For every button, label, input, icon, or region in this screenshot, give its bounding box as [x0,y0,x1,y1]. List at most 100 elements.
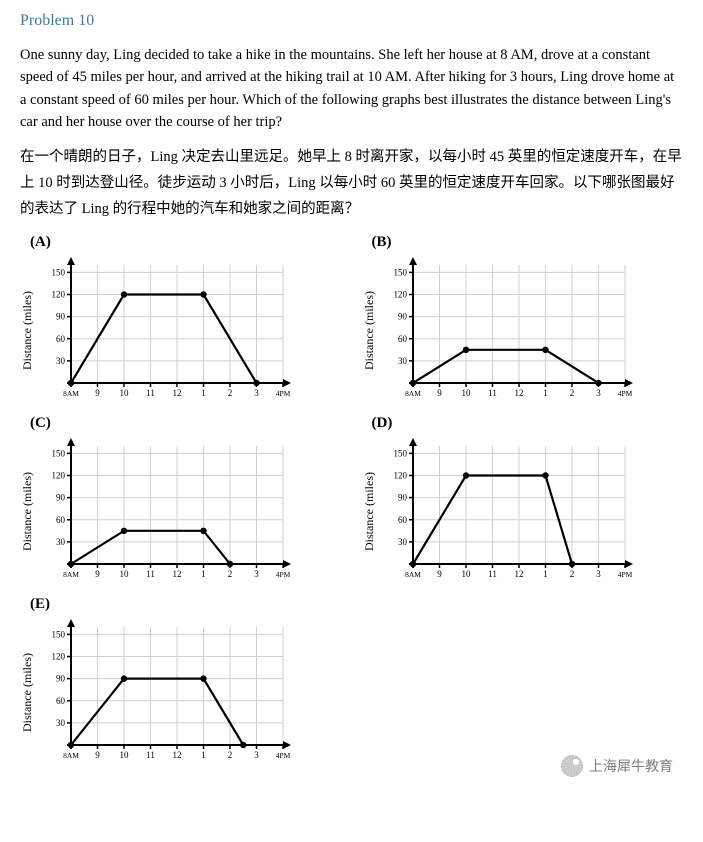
ytick-label: 30 [398,356,408,366]
ytick-label: 120 [52,471,66,481]
xtick-label: 11 [488,388,497,398]
ytick-label: 60 [56,515,66,525]
xtick-label: 12 [173,388,182,398]
xtick-label: 4PM [617,389,632,398]
xtick-label: 10 [120,750,130,760]
xtick-label: 10 [461,388,471,398]
xtick-label: 1 [201,388,206,398]
ytick-label: 150 [52,630,66,640]
xtick-label: 9 [437,388,442,398]
xtick-label: 8AM [405,389,421,398]
ytick-label: 60 [398,334,408,344]
chart: 3060901201508AM91011121234PM [37,255,297,405]
xtick-label: 2 [228,388,233,398]
ytick-label: 150 [393,268,407,278]
chart-svg: 3060901201508AM91011121234PM [37,617,297,767]
xtick-label: 9 [95,388,100,398]
xtick-label: 11 [146,388,155,398]
problem-text-cn: 在一个晴朗的日子，Ling 决定去山里远足。她早上 8 时离开家，以每小时 45… [20,144,683,222]
xtick-label: 3 [254,569,259,579]
xtick-label: 12 [173,569,182,579]
ytick-label: 150 [52,449,66,459]
ytick-label: 90 [398,312,408,322]
chart-wrap: Distance (miles)3060901201508AM910111212… [20,436,342,586]
y-axis-label: Distance (miles) [362,291,377,370]
chart-svg: 3060901201508AM91011121234PM [37,255,297,405]
ytick-label: 90 [56,674,66,684]
watermark-text: 上海犀牛教育 [589,756,673,776]
chart: 3060901201508AM91011121234PM [379,436,639,586]
xtick-label: 11 [146,750,155,760]
choice-label: (C) [30,415,342,432]
xtick-label: 4PM [276,751,291,760]
choice-c: (C) Distance (miles) 30 60 90 120 150 8AM 9 10 11 1… [20,415,342,586]
ytick-label: 150 [393,449,407,459]
watermark: 上海犀牛教育 [561,755,673,777]
ytick-label: 30 [56,537,66,547]
xtick-label: 10 [461,569,471,579]
xtick-label: 12 [173,750,182,760]
ytick-label: 30 [56,718,66,728]
xtick-label: 4PM [276,389,291,398]
xtick-label: 11 [488,569,497,579]
choice-label: (D) [372,415,684,432]
ytick-label: 60 [56,334,66,344]
xtick-label: 2 [569,569,574,579]
xtick-label: 2 [228,750,233,760]
choice-b: (B) Distance (miles) 30 60 90 120 150 8AM 9 10 11 1… [362,234,684,405]
y-axis-label: Distance (miles) [20,291,35,370]
xtick-label: 2 [228,569,233,579]
xtick-label: 3 [596,388,601,398]
ytick-label: 90 [56,312,66,322]
xtick-label: 8AM [63,389,79,398]
ytick-label: 90 [398,493,408,503]
xtick-label: 12 [514,388,523,398]
xtick-label: 10 [120,388,130,398]
chart: 3060901201508AM91011121234PM [379,255,639,405]
wechat-icon [561,755,583,777]
xtick-label: 9 [437,569,442,579]
choice-e: (E)Distance (miles)3060901201508AM910111… [20,596,342,767]
xtick-label: 9 [95,569,100,579]
chart-svg: 3060901201508AM91011121234PM [37,436,297,586]
y-axis-label: Distance (miles) [20,472,35,551]
ytick-label: 90 [56,493,66,503]
xtick-label: 3 [254,388,259,398]
xtick-label: 1 [201,750,206,760]
xtick-label: 12 [514,569,523,579]
y-axis-label: Distance (miles) [20,653,35,732]
xtick-label: 4PM [617,570,632,579]
chart-svg: 3060901201508AM91011121234PM [379,436,639,586]
choices-grid: (A)Distance (miles)3060901201508AM910111… [20,234,683,767]
chart-wrap: Distance (miles)3060901201508AM910111212… [362,436,684,586]
choice-label: (A) [30,234,342,251]
xtick-label: 4PM [276,570,291,579]
ytick-label: 120 [393,290,407,300]
xtick-label: 10 [120,569,130,579]
chart-svg: 3060901201508AM91011121234PM [379,255,639,405]
choice-label: (B) [372,234,684,251]
problem-title: Problem 10 [20,12,683,30]
xtick-label: 9 [95,750,100,760]
xtick-label: 8AM [405,570,421,579]
choice-d: (D)Distance (miles)3060901201508AM910111… [362,415,684,586]
xtick-label: 11 [146,569,155,579]
choice-label: (E) [30,596,342,613]
xtick-label: 2 [569,388,574,398]
y-axis-label: Distance (miles) [362,472,377,551]
xtick-label: 3 [596,569,601,579]
xtick-label: 3 [254,750,259,760]
xtick-label: 8AM [63,570,79,579]
ytick-label: 30 [398,537,408,547]
chart-wrap: Distance (miles)3060901201508AM910111212… [20,617,342,767]
problem-text-en: One sunny day, Ling decided to take a hi… [20,44,683,134]
chart: 3060901201508AM91011121234PM [37,436,297,586]
ytick-label: 120 [393,471,407,481]
ytick-label: 30 [56,356,66,366]
ytick-label: 120 [52,652,66,662]
ytick-label: 150 [52,268,66,278]
xtick-label: 8AM [63,751,79,760]
chart: 3060901201508AM91011121234PM [37,617,297,767]
ytick-label: 60 [56,696,66,706]
chart-wrap: Distance (miles)3060901201508AM910111212… [20,255,342,405]
